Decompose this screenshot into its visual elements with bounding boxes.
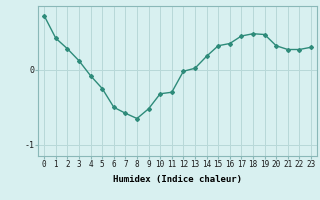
X-axis label: Humidex (Indice chaleur): Humidex (Indice chaleur) — [113, 175, 242, 184]
